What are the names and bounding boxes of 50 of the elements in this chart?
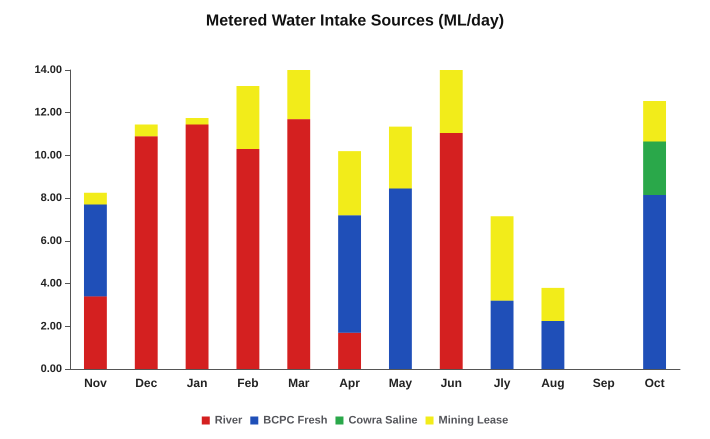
y-tick-label: 2.00 <box>40 320 62 332</box>
x-tick-label: Jun <box>440 376 462 390</box>
bar <box>236 86 260 150</box>
bar <box>84 192 107 205</box>
bar <box>287 119 310 369</box>
x-tick-label: Jly <box>494 376 511 390</box>
y-tick-label: 8.00 <box>40 192 62 204</box>
bar <box>236 149 260 369</box>
y-tick-label: 14.00 <box>34 64 62 76</box>
bar <box>388 126 412 189</box>
bar <box>186 124 209 369</box>
x-tick-label: Mar <box>288 376 310 390</box>
legend-label: BCPC Fresh <box>263 414 328 426</box>
bar <box>490 300 514 369</box>
bar <box>490 216 514 301</box>
x-tick-label: Jan <box>186 376 208 390</box>
bar <box>643 142 666 195</box>
x-tick-label: Oct <box>644 376 665 390</box>
y-tick-label: 0.00 <box>40 363 62 375</box>
bar <box>84 204 107 296</box>
y-tick-label: 10.00 <box>34 149 62 162</box>
bar <box>440 133 463 369</box>
chart-title: Metered Water Intake Sources (ML/day) <box>206 12 504 30</box>
bar <box>134 124 158 136</box>
bar <box>338 215 362 333</box>
bar <box>186 118 209 124</box>
bar <box>541 288 564 321</box>
y-tick-label: 12.00 <box>34 106 62 119</box>
bar <box>287 70 310 120</box>
x-tick-label: May <box>388 376 412 390</box>
y-tick-label: 6.00 <box>40 234 62 247</box>
bar <box>643 100 666 142</box>
legend-label: River <box>214 414 244 426</box>
x-tick-label: Nov <box>84 376 108 390</box>
bar <box>643 194 666 369</box>
y-tick-label: 4.00 <box>40 278 62 290</box>
bar <box>338 151 362 216</box>
bar <box>338 332 362 369</box>
bar <box>388 188 412 369</box>
legend-label: Cowra Saline <box>348 414 418 426</box>
x-tick-label: Aug <box>541 376 565 390</box>
bar <box>440 70 463 134</box>
legend-label: Mining Lease <box>438 414 508 426</box>
x-tick-label: Apr <box>339 376 360 390</box>
x-tick-label: Feb <box>237 376 259 390</box>
x-tick-label: Sep <box>592 376 615 390</box>
bar <box>84 296 107 369</box>
x-tick-label: Dec <box>135 376 158 390</box>
bar <box>541 320 564 369</box>
bar <box>134 136 158 369</box>
